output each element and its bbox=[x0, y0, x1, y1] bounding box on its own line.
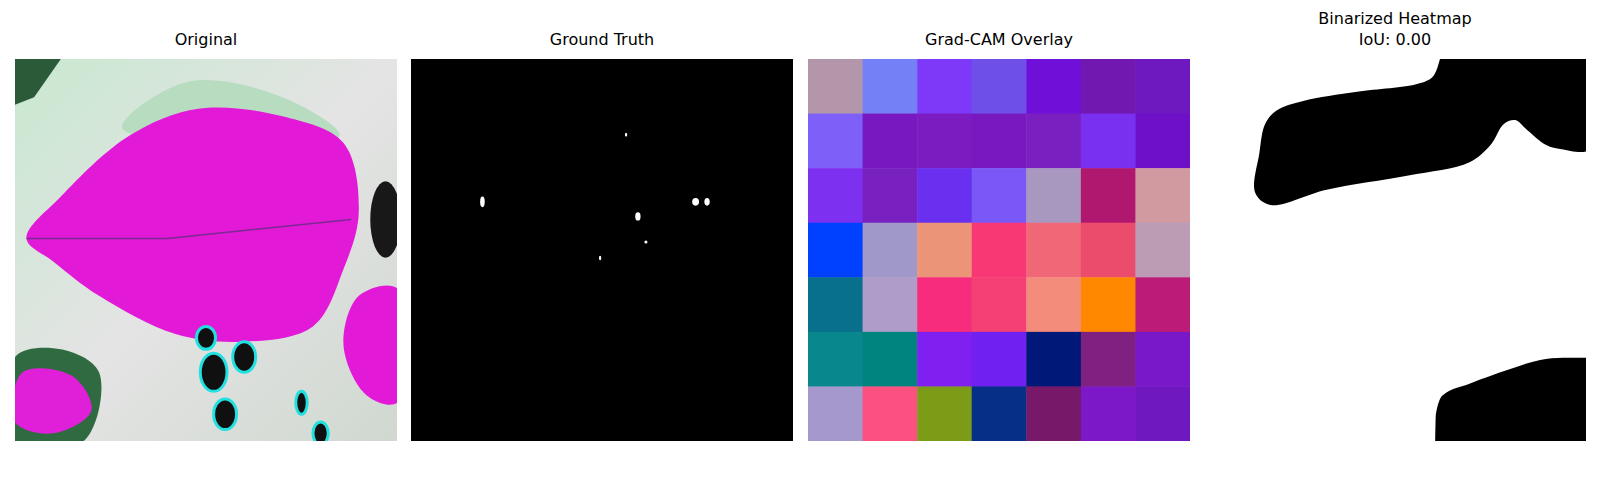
heatmap-cell bbox=[917, 223, 972, 278]
mask-spot bbox=[480, 197, 485, 208]
panel: Grad-CAM Overlay bbox=[808, 30, 1191, 442]
heatmap-cell bbox=[1026, 168, 1081, 223]
heatmap-cell bbox=[863, 332, 918, 387]
heatmap-cell bbox=[917, 168, 972, 223]
heatmap-cell bbox=[1026, 59, 1081, 114]
image-region bbox=[214, 399, 237, 430]
heatmap-cell bbox=[808, 59, 863, 114]
image-region bbox=[26, 107, 358, 342]
panel-title: Ground Truth bbox=[550, 30, 655, 49]
heatmap-cell bbox=[808, 332, 863, 387]
heatmap-cell bbox=[1135, 386, 1190, 441]
image-region bbox=[343, 285, 397, 404]
heatmap-cell bbox=[863, 386, 918, 441]
heatmap-cell bbox=[863, 223, 918, 278]
panel-body bbox=[1204, 59, 1586, 441]
panel-title: Original bbox=[175, 30, 238, 49]
heatmap-cell bbox=[863, 114, 918, 169]
heatmap-cell bbox=[863, 277, 918, 332]
title-line: Binarized Heatmap bbox=[1318, 9, 1471, 28]
panel-body bbox=[15, 59, 397, 441]
mask-spot bbox=[692, 198, 699, 206]
mask-spot bbox=[635, 212, 640, 220]
mask-background bbox=[411, 59, 793, 441]
heatmap-cell bbox=[917, 332, 972, 387]
panel: Binarized Heatmap IoU: 0.00 bbox=[1204, 9, 1595, 445]
heatmap-cell bbox=[972, 114, 1027, 169]
heatmap-cell bbox=[1135, 168, 1190, 223]
image-region bbox=[233, 342, 256, 373]
image-region bbox=[196, 326, 215, 349]
heatmap-cell bbox=[1081, 168, 1136, 223]
mask-spot bbox=[704, 198, 709, 206]
heatmap-cell bbox=[863, 59, 918, 114]
title-line: IoU: 0.00 bbox=[1359, 30, 1431, 49]
binary-region bbox=[1254, 59, 1586, 205]
image-region bbox=[15, 59, 61, 105]
heatmap-cell bbox=[1026, 332, 1081, 387]
heatmap-cell bbox=[1081, 332, 1136, 387]
panel-body bbox=[411, 59, 793, 441]
heatmap-cell bbox=[917, 59, 972, 114]
panel-title: Binarized Heatmap IoU: 0.00 bbox=[1318, 9, 1471, 49]
image-region bbox=[26, 219, 351, 238]
heatmap-cell bbox=[917, 386, 972, 441]
heatmap-cell bbox=[808, 168, 863, 223]
mask-spot bbox=[625, 133, 627, 137]
heatmap-cell bbox=[1135, 59, 1190, 114]
image-region bbox=[15, 368, 92, 434]
heatmap-cell bbox=[917, 114, 972, 169]
heatmap-cell bbox=[917, 277, 972, 332]
heatmap-cell bbox=[1081, 59, 1136, 114]
heatmap-cell bbox=[1081, 277, 1136, 332]
heatmap-cell bbox=[863, 168, 918, 223]
heatmap-cell bbox=[1026, 277, 1081, 332]
heatmap-cell bbox=[1026, 223, 1081, 278]
heatmap-cell bbox=[972, 277, 1027, 332]
image-region bbox=[200, 353, 227, 391]
heatmap-cell bbox=[972, 332, 1027, 387]
heatmap-cell bbox=[1135, 114, 1190, 169]
title-line: Grad-CAM Overlay bbox=[925, 30, 1073, 49]
binary-region bbox=[1435, 358, 1586, 441]
image-region bbox=[370, 181, 397, 257]
mask-spot bbox=[599, 256, 601, 261]
heatmap-cell bbox=[808, 114, 863, 169]
heatmap-cell bbox=[808, 223, 863, 278]
title-line: Ground Truth bbox=[550, 30, 655, 49]
image-region bbox=[296, 391, 307, 414]
panel: Original bbox=[6, 30, 407, 450]
heatmap-cell bbox=[1026, 386, 1081, 441]
heatmap-cell bbox=[1081, 223, 1136, 278]
heatmap-cell bbox=[808, 386, 863, 441]
heatmap-cell bbox=[1135, 332, 1190, 387]
heatmap-cell bbox=[1135, 277, 1190, 332]
heatmap-cell bbox=[1135, 223, 1190, 278]
panel-body bbox=[808, 59, 1190, 441]
heatmap-cell bbox=[972, 59, 1027, 114]
heatmap-cell bbox=[1081, 114, 1136, 169]
image-region bbox=[15, 348, 101, 441]
heatmap-cell bbox=[808, 277, 863, 332]
heatmap-cell bbox=[972, 386, 1027, 441]
mask-spot bbox=[644, 240, 647, 243]
panel-title: Grad-CAM Overlay bbox=[925, 30, 1073, 49]
heatmap-cell bbox=[972, 223, 1027, 278]
panel: Ground Truth bbox=[411, 30, 793, 441]
heatmap-cell bbox=[1081, 386, 1136, 441]
heatmap-cell bbox=[1026, 114, 1081, 169]
image-region bbox=[313, 422, 328, 441]
title-line: Original bbox=[175, 30, 238, 49]
figure: Original Ground Truth Grad-CAM Overlay Bina… bbox=[0, 0, 1600, 500]
heatmap-cell bbox=[972, 168, 1027, 223]
